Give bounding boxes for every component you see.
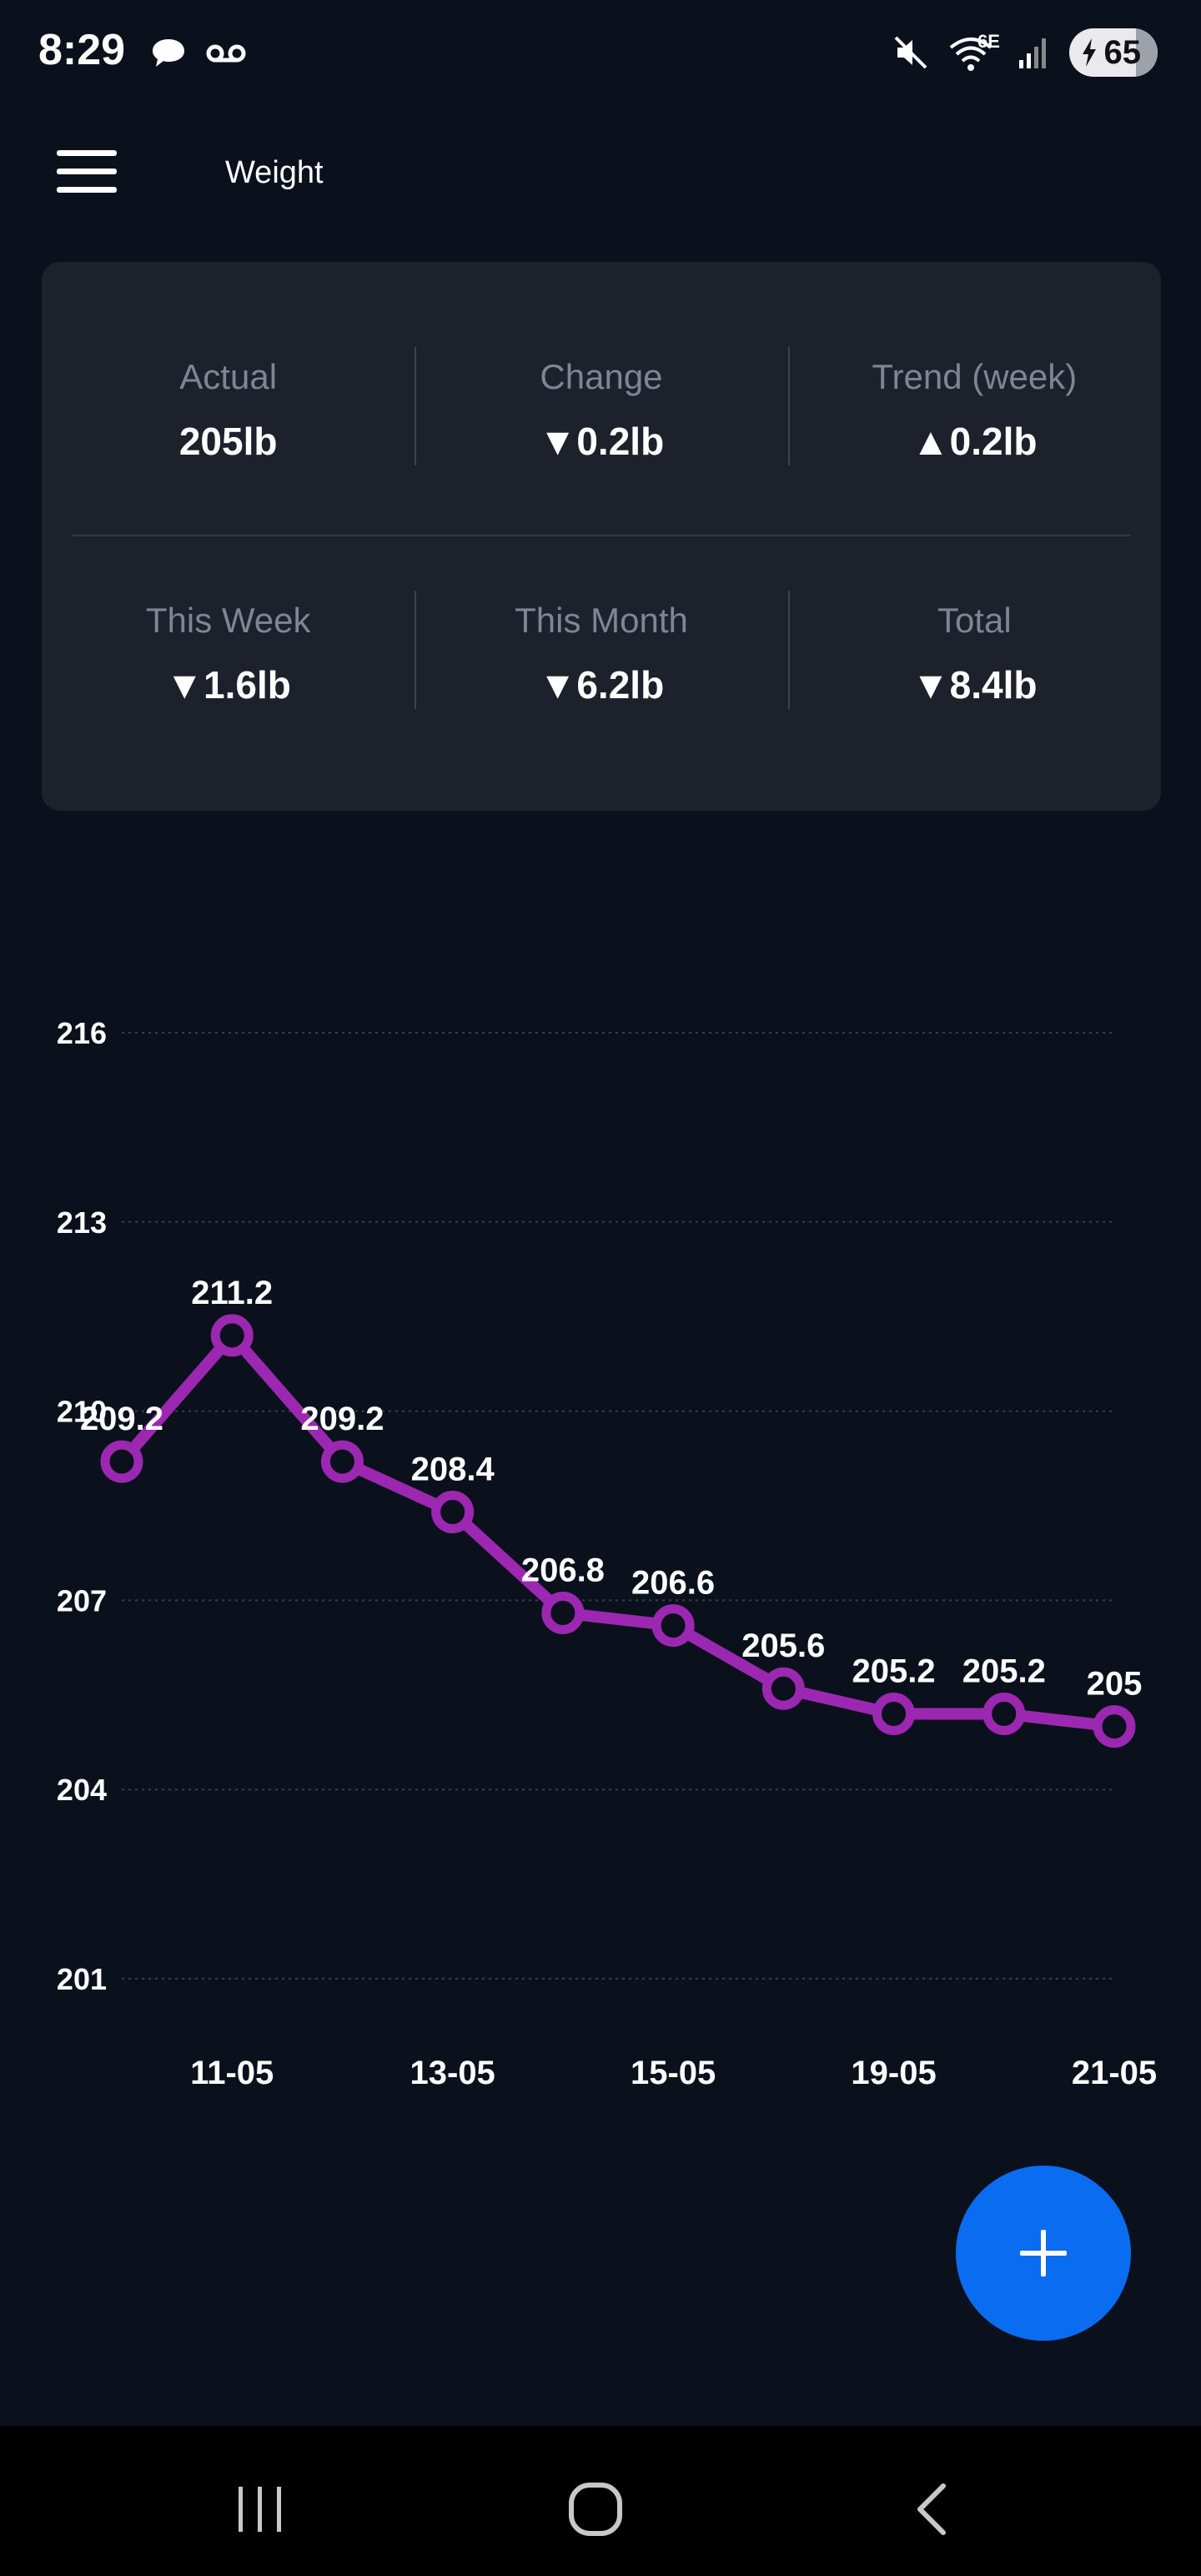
stat-total: Total ▼8.4lb [787,591,1161,764]
system-nav-bar [0,2426,1201,2576]
y-tick-label: 216 [57,1016,107,1050]
stat-label: Change [540,357,663,396]
y-tick-label: 207 [57,1583,107,1618]
data-label: 206.6 [631,1565,715,1602]
voicemail-icon [206,44,246,63]
mute-icon [894,36,927,69]
chat-bubble-icon [153,39,184,67]
stat-this-month: This Month ▼6.2lb [415,591,787,764]
add-entry-button[interactable] [956,2166,1131,2341]
data-label: 205.6 [741,1628,825,1664]
data-label: 208.4 [411,1452,495,1488]
stats-row-secondary: This Week ▼1.6lb This Month ▼6.2lb Total… [42,591,1161,764]
stats-divider [72,535,1131,536]
battery-charging-icon [1083,38,1096,67]
network-type-label: 6E [977,31,1000,52]
stat-label: This Month [515,601,688,640]
data-point [100,1440,143,1483]
plus-icon [1020,2230,1067,2277]
data-point [651,1604,695,1648]
stats-row-primary: Actual 205lb Change ▼0.2lb Trend (week) … [42,347,1161,521]
home-icon[interactable] [545,2472,646,2547]
status-system-icons: 6E 65 [892,28,1158,77]
stat-trend-week: Trend (week) ▲0.2lb [787,347,1161,521]
stat-label: This Week [145,601,311,640]
data-point [320,1440,364,1483]
stat-actual: Actual 205lb [42,354,415,521]
data-point [1093,1705,1136,1748]
signal-icon [1019,38,1046,68]
stat-label: Actual [179,357,278,396]
stat-value: ▼6.2lb [538,663,665,707]
weight-chart: 201 204 207 210 213 216 11-05 13-05 15-05 19-05 21… [0,968,1201,2119]
data-label: 205.2 [852,1653,936,1689]
weight-line-chart: 201 204 207 210 213 216 11-05 13-05 15-05 19-05 21… [57,1016,1157,2091]
stat-value: ▲0.2lb [912,420,1038,463]
back-icon[interactable] [881,2472,981,2547]
series-line [116,1329,1120,1733]
stats-card: Actual 205lb Change ▼0.2lb Trend (week) … [42,262,1161,811]
data-point [982,1692,1026,1735]
recent-apps-icon[interactable] [210,2472,310,2547]
status-notification-icons [150,35,247,72]
x-tick-label: 11-05 [190,2055,274,2091]
page-title: Weight [225,155,324,190]
app-bar: Weight [0,117,1201,225]
stat-this-week: This Week ▼1.6lb [42,597,415,764]
y-tick-label: 204 [57,1773,107,1807]
data-point [210,1314,254,1357]
battery-indicator: 65 [1069,28,1158,77]
status-bar: 8:29 6E [0,0,1201,108]
stat-label: Total [937,601,1012,640]
data-point [541,1592,585,1635]
data-point [872,1692,916,1735]
stat-change: Change ▼0.2lb [415,347,787,521]
wifi-status: 6E [947,31,1000,73]
x-tick-label: 19-05 [851,2055,936,2091]
data-label: 209.2 [80,1401,163,1437]
stat-value: ▼8.4lb [912,663,1038,707]
wifi-icon [949,38,992,71]
x-tick-label: 21-05 [1072,2055,1157,2091]
battery-level: 65 [1103,33,1142,71]
status-time: 8:29 [38,26,126,74]
y-tick-label: 213 [57,1205,107,1240]
data-label: 206.8 [521,1552,605,1589]
stat-value: 205lb [178,420,278,463]
y-tick-label: 201 [57,1962,107,1996]
data-point [761,1667,805,1710]
y-tick-label: 210 [57,1395,107,1429]
stat-value: ▼0.2lb [538,420,665,463]
stat-label: Trend (week) [872,357,1078,396]
data-label: 205.2 [962,1653,1046,1689]
data-label: 211.2 [191,1275,273,1311]
data-label: 209.2 [300,1401,384,1437]
x-tick-label: 13-05 [410,2055,495,2091]
data-label: 205 [1087,1666,1143,1703]
stat-value: ▼1.6lb [165,663,291,707]
data-point [431,1491,475,1534]
x-tick-label: 15-05 [631,2055,716,2091]
hamburger-menu-icon[interactable] [57,150,117,194]
